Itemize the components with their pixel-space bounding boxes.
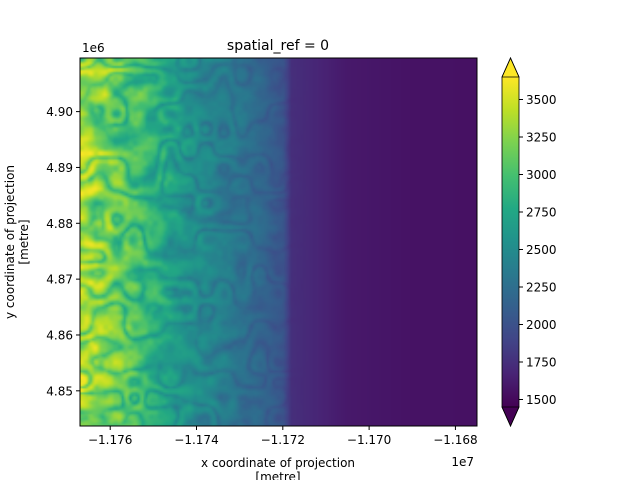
x-tick-label: −1.174 (174, 433, 218, 447)
x-tick-label: −1.172 (261, 433, 305, 447)
heatmap-area (79, 57, 478, 427)
x-axis-ticks: −1.176 −1.174 −1.172 −1.170 −1.168 (88, 426, 478, 447)
heatmap-image (80, 58, 477, 426)
y-tick-label: 4.90 (46, 105, 73, 119)
y-axis-label: y coordinate of projection[metre] (3, 165, 31, 319)
axis-label-line: [metre] (17, 219, 31, 264)
x-tick-label: −1.168 (433, 433, 477, 447)
x-tick-label: −1.176 (88, 433, 132, 447)
plot-frame (79, 57, 478, 427)
axis-label-line: y coordinate of projection (3, 165, 17, 319)
x-offset-label: 1e7 (451, 455, 474, 469)
axis-label-line: x coordinate of projection (201, 456, 355, 470)
colorbar-ticks: 1500 1750 2000 2250 2500 2750 3000 3250 3500 (519, 93, 557, 407)
y-tick-label: 4.87 (46, 273, 73, 287)
colorbar: 1500 1750 2000 2250 2500 2750 3000 3250 3500 (501, 57, 557, 427)
y-tick-label: 4.86 (46, 328, 73, 342)
colorbar-tick-label: 3000 (526, 168, 557, 182)
colorbar-outline (501, 57, 520, 427)
axis-label-line: [metre] (255, 470, 300, 480)
colorbar-tick-label: 3250 (526, 131, 557, 145)
y-axis-ticks: 4.85 4.86 4.87 4.88 4.89 4.90 (46, 105, 80, 398)
x-axis-label: x coordinate of projection [metre] (201, 456, 355, 480)
y-tick-label: 4.89 (46, 161, 73, 175)
colorbar-tick-label: 1750 (526, 356, 557, 370)
y-offset-label: 1e6 (82, 41, 105, 55)
y-tick-label: 4.85 (46, 384, 73, 398)
colorbar-gradient (502, 77, 519, 407)
colorbar-extend-top (501, 57, 520, 78)
colorbar-extend-bottom (501, 406, 520, 427)
x-tick-label: −1.170 (347, 433, 391, 447)
colorbar-tick-label: 3500 (526, 93, 557, 107)
colorbar-tick-label: 2000 (526, 318, 557, 332)
colorbar-tick-label: 1500 (526, 393, 557, 407)
colorbar-tick-label: 2500 (526, 243, 557, 257)
y-tick-label: 4.88 (46, 217, 73, 231)
colorbar-tick-label: 2250 (526, 281, 557, 295)
chart-title: spatial_ref = 0 (227, 38, 329, 54)
colorbar-tick-label: 2750 (526, 206, 557, 220)
